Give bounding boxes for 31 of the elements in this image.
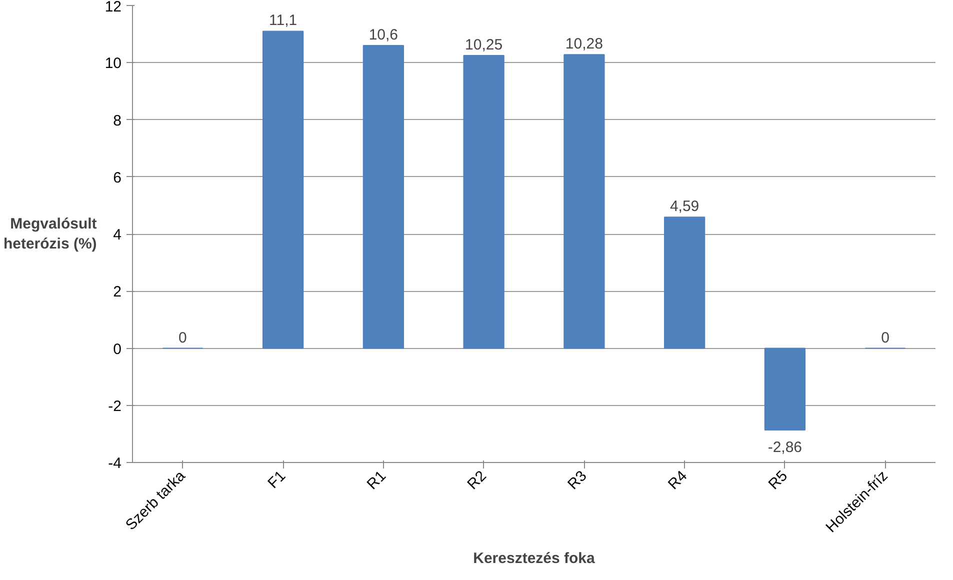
- y-tick-label: 8: [113, 112, 122, 130]
- y-tick-label: -4: [108, 455, 122, 472]
- data-label: 10,25: [465, 36, 503, 54]
- y-tick-label: 10: [104, 55, 122, 72]
- bar: [262, 30, 304, 349]
- y-tick-label: 6: [113, 169, 122, 186]
- data-label: 0: [178, 329, 187, 346]
- data-label: -2,86: [768, 438, 802, 456]
- x-tick-label: F1: [264, 467, 290, 492]
- x-tick-label: R4: [664, 467, 691, 494]
- y-tick-label: 4: [113, 226, 122, 244]
- bar: [664, 216, 706, 349]
- x-tick-label: R5: [765, 467, 791, 494]
- x-tick-label: R1: [364, 467, 390, 494]
- data-label: 11,1: [269, 12, 298, 30]
- y-axis-title: Megvalósult heterózis (%): [3, 215, 97, 253]
- bar: [564, 54, 605, 349]
- y-tick-label: 12: [104, 0, 122, 16]
- bar: [764, 348, 806, 430]
- y-tick-label: -2: [108, 398, 122, 415]
- y-tick-label: 0: [113, 340, 122, 358]
- x-tick-label: R2: [464, 467, 490, 494]
- data-label: 4,59: [670, 198, 700, 216]
- data-label: 10,28: [565, 36, 603, 53]
- x-tick-label: R3: [564, 467, 590, 494]
- y-tick-label: 2: [113, 284, 122, 301]
- data-label: 0: [881, 329, 890, 346]
- data-label: 10,6: [368, 26, 398, 44]
- x-axis-title: Keresztezés foka: [473, 550, 596, 568]
- bar: [463, 54, 504, 349]
- bar: [362, 44, 404, 349]
